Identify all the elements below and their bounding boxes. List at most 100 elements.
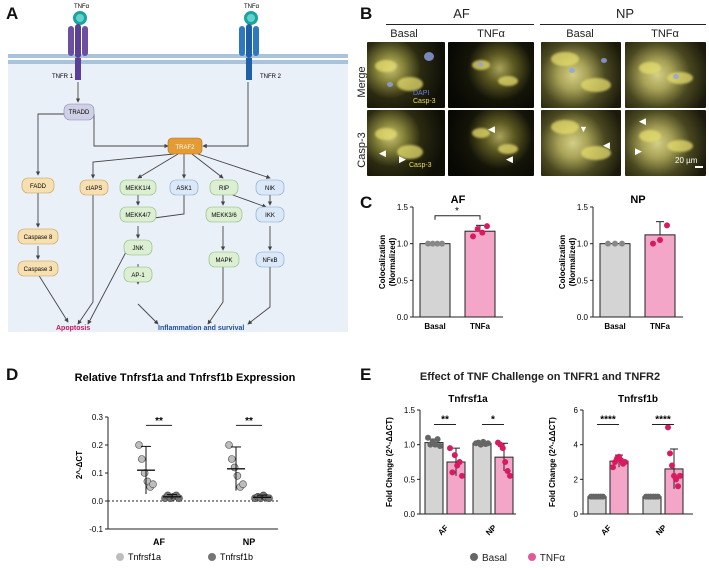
bar: [424, 442, 444, 515]
group-label-np: NP: [615, 6, 635, 21]
y-axis-label: Colocalization(Normalized): [378, 235, 397, 289]
node-ap1: AP-1: [123, 266, 153, 283]
panel-label-d: D: [6, 365, 19, 384]
data-point: [225, 441, 233, 449]
significance-bracket: [434, 215, 481, 220]
pathway-arrows: [35, 82, 273, 325]
pathway-diagram: TNFα TNFR 1 TNFα TNFR 2: [8, 4, 348, 332]
data-point: [135, 441, 143, 449]
svg-text:IKK: IKK: [265, 213, 275, 219]
micrograph-af-basal-merge: DAPI Casp-3: [367, 42, 445, 108]
group-label-af: AF: [453, 6, 470, 21]
col-label-np-tnf: TNFα: [651, 28, 679, 40]
legend-basal-marker: [470, 553, 478, 561]
legend-e: Basal TNFα: [470, 553, 565, 564]
x-tick-label: TNFa: [650, 322, 671, 331]
bar: [419, 243, 451, 318]
svg-text:ASK1: ASK1: [176, 186, 192, 192]
ligand-label-left: TNFα: [74, 4, 90, 10]
arrow-marker-icon: ◀: [506, 154, 513, 164]
legend-label: Tnfrsf1a: [128, 552, 161, 562]
data-point: [619, 240, 625, 247]
y-tick-label: 0.0: [577, 313, 589, 322]
data-point: [456, 459, 463, 465]
svg-text:NFκB: NFκB: [263, 258, 278, 264]
chart-e-title: Effect of TNF Challenge on TNFR1 and TNF…: [419, 371, 661, 383]
node-mekk14: MEKK1/4: [119, 179, 157, 196]
data-point: [429, 240, 436, 247]
arrow-marker-icon: ◀: [603, 140, 610, 150]
svg-text:RIP: RIP: [219, 186, 229, 192]
y-tick-label: 1.0: [577, 240, 589, 249]
svg-text:AP-1: AP-1: [131, 273, 145, 279]
data-point: [499, 445, 506, 452]
outcome-inflammation: Inflammation and survival: [158, 325, 244, 332]
micrograph-af-tnf-casp: ◀ ◀: [448, 110, 534, 176]
data-point: [432, 441, 439, 448]
significance-label: *: [455, 206, 459, 217]
node-nfkb: NFκB: [255, 251, 285, 268]
significance-label: ****: [600, 415, 616, 426]
x-tick-label: AF: [153, 537, 165, 547]
data-point: [667, 450, 673, 457]
legend-tnf-label: TNFα: [539, 553, 566, 564]
micrograph-np-basal-merge: [541, 42, 621, 108]
data-point: [657, 237, 663, 243]
svg-text:cIAPS: cIAPS: [86, 186, 103, 192]
data-point: [228, 455, 236, 463]
panel-label-a: A: [6, 4, 19, 23]
y-tick-label: 2: [574, 475, 579, 484]
legend-label: Tnfrsf1b: [220, 552, 253, 562]
x-tick-label: TNFa: [470, 322, 491, 331]
membrane-outer: [8, 54, 348, 58]
data-point: [600, 493, 606, 500]
receptor-label-left: TNFR 1: [52, 74, 74, 80]
membrane-inner: [8, 60, 348, 64]
data-point: [265, 494, 273, 502]
data-point: [655, 493, 661, 500]
chart-title: Relative Tnfrsf1a and Tnfrsf1b Expressio…: [75, 372, 296, 384]
node-traf2: TRAF2: [167, 137, 203, 155]
y-tick-label: 0.0: [92, 497, 104, 506]
data-point: [233, 472, 242, 480]
arrow-marker-icon: ◀: [488, 124, 495, 134]
significance-label: **: [245, 416, 253, 427]
node-nik: NIK: [255, 179, 285, 196]
node-jnk: JNK: [123, 239, 153, 256]
receptor-label-right: TNFR 2: [260, 74, 282, 80]
stain-label-casp-merge: Casp-3: [413, 98, 436, 105]
micrograph-np-basal-casp: ▼ ◀: [541, 110, 621, 176]
data-point: [479, 229, 486, 236]
data-point: [665, 424, 671, 431]
y-tick-label: 1.0: [404, 441, 416, 450]
chart-d: Relative Tnfrsf1a and Tnfrsf1b Expressio…: [75, 372, 296, 562]
data-point: [434, 436, 441, 443]
data-point: [669, 462, 675, 469]
data-point: [149, 480, 157, 488]
y-tick-label: 0.1: [92, 469, 104, 478]
x-tick-label: NP: [243, 537, 256, 547]
data-point: [664, 222, 670, 229]
svg-text:MEKK1/4: MEKK1/4: [125, 186, 151, 192]
node-mekk47: MEKK4/7: [119, 206, 157, 223]
arrow-marker-icon: ▼: [579, 124, 588, 134]
node-rip: RIP: [209, 179, 239, 196]
bar: [599, 243, 631, 318]
micrograph-np-tnf-casp: ◀ ▶ 20 µm: [625, 110, 706, 176]
bar: [464, 230, 496, 318]
legend-marker: [208, 553, 216, 561]
x-tick-label: AF: [599, 523, 613, 537]
bar: [644, 234, 676, 318]
ligand-label-right: TNFα: [244, 4, 260, 10]
data-point: [474, 226, 481, 232]
node-mekk36: MEKK3/6: [205, 206, 243, 223]
cytoplasm-background: [8, 62, 348, 332]
chart-title: NP: [630, 195, 645, 206]
data-point: [502, 459, 509, 465]
svg-text:FADD: FADD: [30, 184, 47, 190]
node-caspase8: Caspase 8: [17, 228, 59, 245]
data-point: [425, 240, 431, 247]
y-tick-label: 0: [574, 510, 579, 519]
data-point: [459, 472, 465, 479]
chart-c-af: AF 0.0 0.5 1.0 1.5 Colocalization(Normalized)…: [378, 195, 503, 331]
